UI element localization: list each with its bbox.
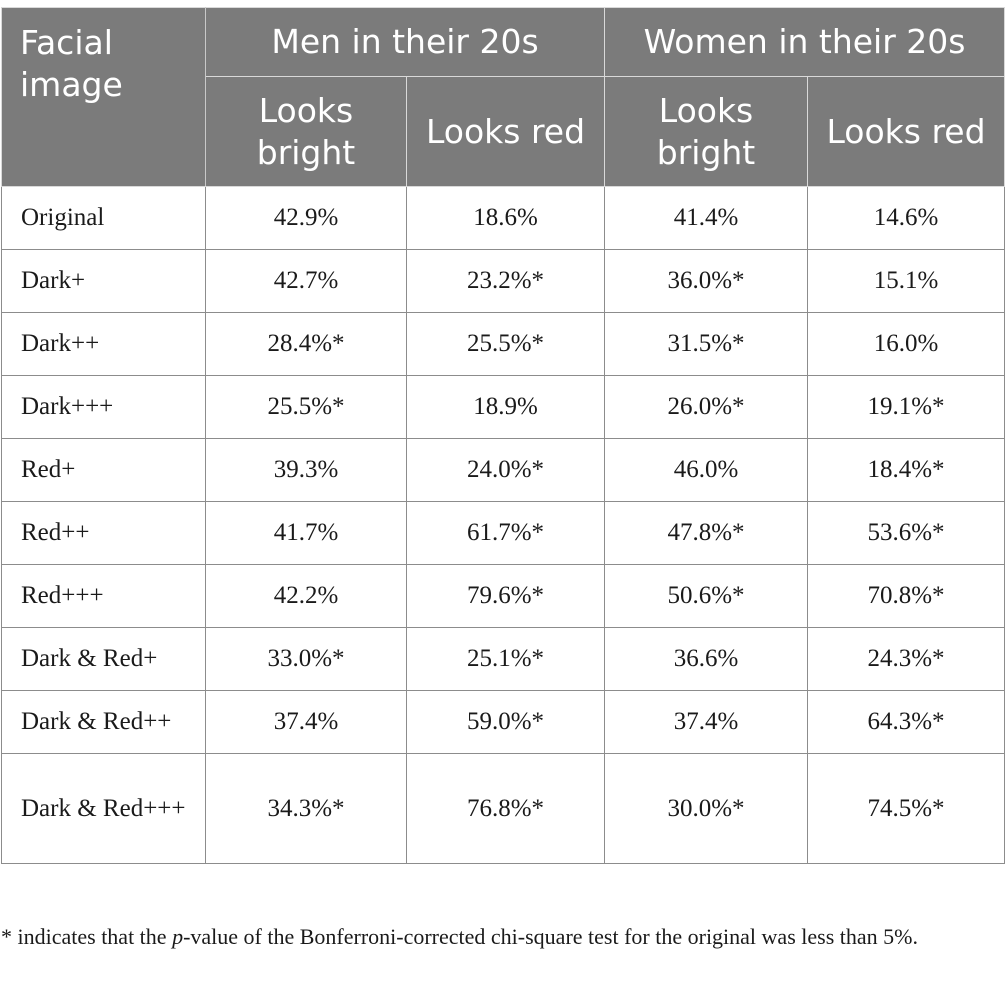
header-facial-image: Facial image: [1, 7, 206, 187]
row-label: Red+++: [1, 564, 206, 628]
table-cell: 37.4%: [604, 690, 809, 754]
row-label: Dark & Red+: [1, 627, 206, 691]
footnote-p-symbol: p: [172, 924, 184, 949]
table-cell: 34.3%*: [205, 753, 407, 864]
table-cell: 25.1%*: [405, 627, 606, 691]
header-men-looks-red: Looks red: [405, 76, 606, 187]
table-cell: 42.2%: [205, 564, 407, 628]
footnote-text-end: -value of the Bonferroni-corrected chi-s…: [183, 924, 918, 949]
table-cell: 33.0%*: [205, 627, 407, 691]
table-cell: 14.6%: [807, 186, 1005, 250]
header-group-men: Men in their 20s: [204, 7, 606, 77]
table-cell: 36.6%: [604, 627, 809, 691]
table-cell: 47.8%*: [604, 501, 809, 565]
table-cell: 30.0%*: [604, 753, 809, 864]
row-label: Original: [1, 186, 206, 250]
table-cell: 24.3%*: [807, 627, 1005, 691]
table-cell: 70.8%*: [807, 564, 1005, 628]
row-label: Red++: [1, 501, 206, 565]
table-cell: 42.7%: [205, 249, 407, 313]
table-cell: 28.4%*: [205, 312, 407, 376]
header-women-looks-red: Looks red: [807, 76, 1005, 187]
table-cell: 31.5%*: [604, 312, 809, 376]
table-cell: 24.0%*: [405, 438, 606, 502]
table-cell: 79.6%*: [405, 564, 606, 628]
table-cell: 25.5%*: [405, 312, 606, 376]
table-cell: 39.3%: [205, 438, 407, 502]
table-cell: 76.8%*: [405, 753, 606, 864]
table-cell: 37.4%: [205, 690, 407, 754]
table-cell: 23.2%*: [405, 249, 606, 313]
table-cell: 61.7%*: [405, 501, 606, 565]
table-body: Original 42.9% 18.6% 41.4% 14.6% Dark+ 42.7% 23…: [1, 186, 1005, 864]
table-header: Facial image Men in their 20s Women in t…: [1, 7, 1005, 187]
table-cell: 59.0%*: [405, 690, 606, 754]
table-cell: 16.0%: [807, 312, 1005, 376]
table-row: Dark++ 28.4%* 25.5%* 31.5%* 16.0%: [1, 312, 1005, 376]
header-group-women: Women in their 20s: [604, 7, 1005, 77]
table-cell: 74.5%*: [807, 753, 1005, 864]
table-cell: 36.0%*: [604, 249, 809, 313]
table-cell: 64.3%*: [807, 690, 1005, 754]
table-cell: 41.4%: [604, 186, 809, 250]
table-cell: 19.1%*: [807, 375, 1005, 439]
row-label: Dark+++: [1, 375, 206, 439]
table-cell: 18.9%: [405, 375, 606, 439]
table-cell: 46.0%: [604, 438, 809, 502]
table-cell: 53.6%*: [807, 501, 1005, 565]
footnote: * indicates that the p-value of the Bonf…: [1, 920, 1001, 954]
row-label: Dark & Red+++: [1, 753, 206, 864]
results-table: Facial image Men in their 20s Women in t…: [1, 7, 1005, 864]
table-row: Original 42.9% 18.6% 41.4% 14.6%: [1, 186, 1005, 250]
table-row: Red+++ 42.2% 79.6%* 50.6%* 70.8%*: [1, 564, 1005, 628]
table-cell: 25.5%*: [205, 375, 407, 439]
table-cell: 50.6%*: [604, 564, 809, 628]
row-label: Dark+: [1, 249, 206, 313]
header-men-looks-bright: Looks bright: [205, 76, 407, 187]
table-row: Dark & Red+ 33.0%* 25.1%* 36.6% 24.3%*: [1, 627, 1005, 691]
row-label: Red+: [1, 438, 206, 502]
table-row: Red++ 41.7% 61.7%* 47.8%* 53.6%*: [1, 501, 1005, 565]
row-label: Dark & Red++: [1, 690, 206, 754]
header-women-looks-bright: Looks bright: [604, 76, 809, 187]
table-cell: 18.6%: [405, 186, 606, 250]
table-row: Red+ 39.3% 24.0%* 46.0% 18.4%*: [1, 438, 1005, 502]
table-row: Dark & Red++ 37.4% 59.0%* 37.4% 64.3%*: [1, 690, 1005, 754]
table-cell: 26.0%*: [604, 375, 809, 439]
table-cell: 18.4%*: [807, 438, 1005, 502]
table-cell: 42.9%: [205, 186, 407, 250]
footnote-text-start: * indicates that the: [1, 924, 173, 949]
table-cell: 15.1%: [807, 249, 1005, 313]
table-row: Dark+++ 25.5%* 18.9% 26.0%* 19.1%*: [1, 375, 1005, 439]
table-row: Dark & Red+++ 34.3%* 76.8%* 30.0%* 74.5%*: [1, 753, 1005, 864]
row-label: Dark++: [1, 312, 206, 376]
table-row: Dark+ 42.7% 23.2%* 36.0%* 15.1%: [1, 249, 1005, 313]
table-cell: 41.7%: [205, 501, 407, 565]
